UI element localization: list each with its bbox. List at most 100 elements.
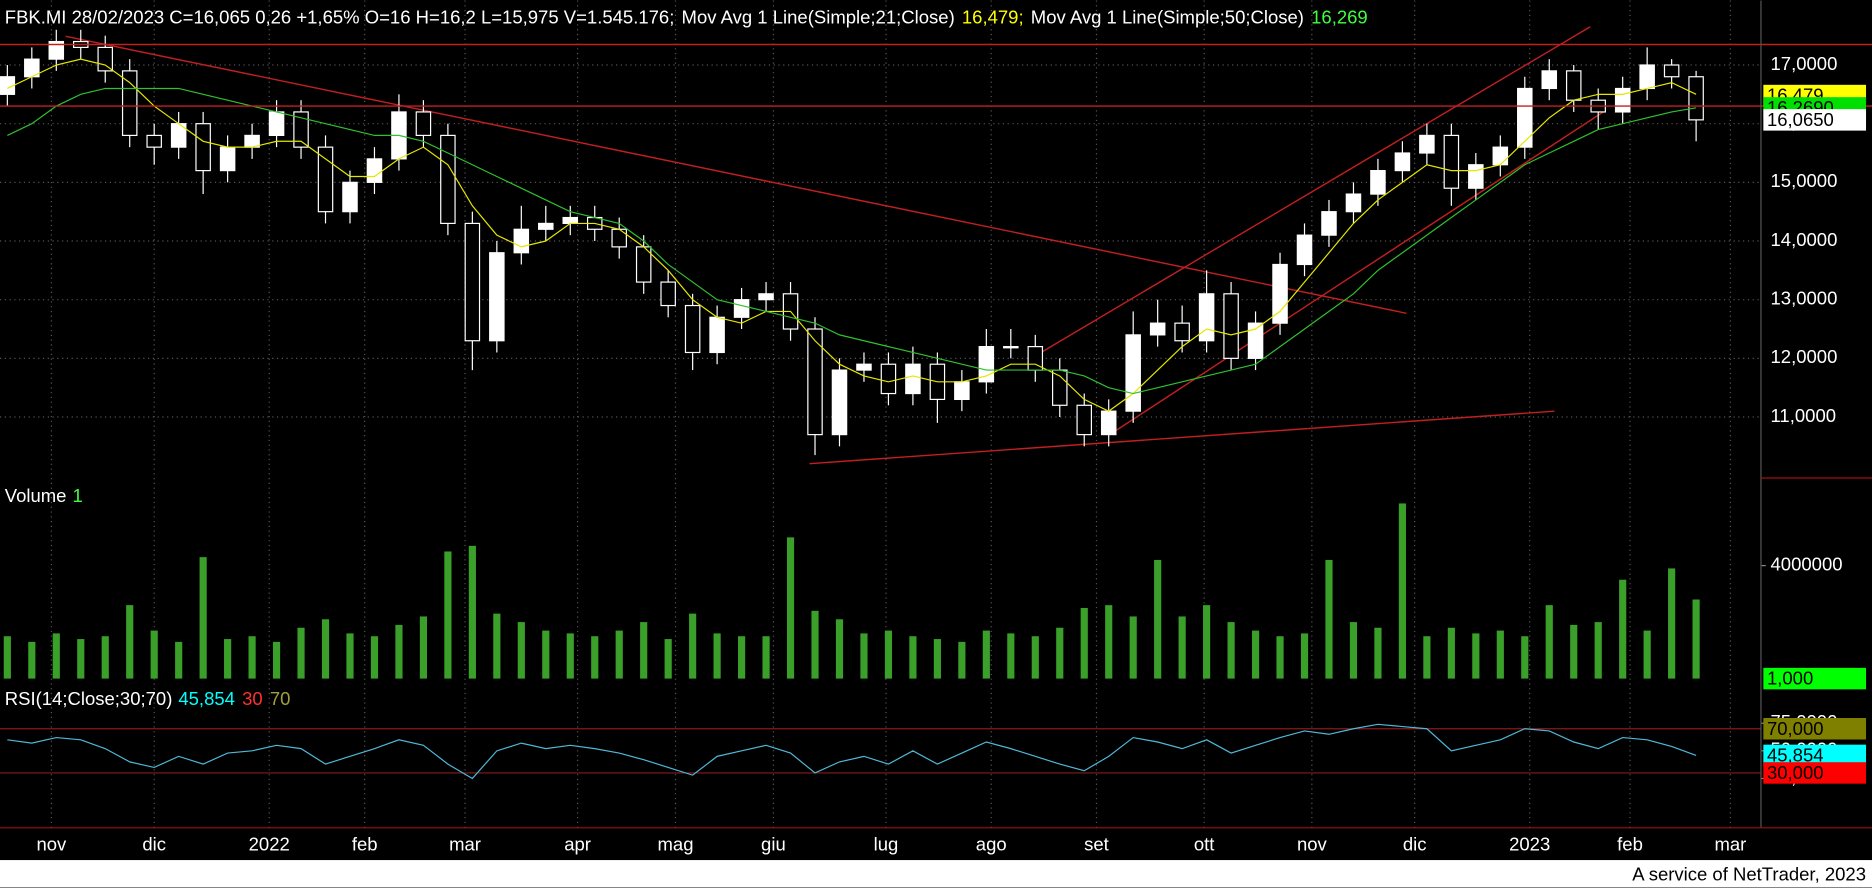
rsi-value: 45,854 xyxy=(178,688,235,709)
volume-bar xyxy=(297,627,305,679)
candle-body xyxy=(1639,64,1655,90)
volume-bar xyxy=(444,551,452,679)
y-tick-label: 13,0000 xyxy=(1771,288,1838,309)
volume-bar xyxy=(1007,633,1015,679)
candle-body xyxy=(1443,134,1460,189)
volume-bar xyxy=(1276,636,1284,679)
volume-bar xyxy=(1031,636,1039,679)
volume-bar xyxy=(542,630,550,679)
candle-body xyxy=(1321,211,1337,236)
candle-body xyxy=(1003,346,1019,349)
volume-bar xyxy=(738,636,746,679)
ma21-name: Mov Avg 1 Line(Simple;21;Close) xyxy=(682,6,955,27)
candle-body xyxy=(538,222,554,230)
candle-body xyxy=(1223,293,1239,359)
header-info: FBK.MI 28/02/2023 C=16,065 0,26 +1,65% O… xyxy=(5,6,675,27)
candle-body xyxy=(684,304,701,354)
x-tick-label: mar xyxy=(1714,834,1746,855)
volume-bar xyxy=(1423,636,1431,679)
volume-bar xyxy=(1594,622,1602,679)
candle-body xyxy=(146,134,162,148)
volume-bar xyxy=(1570,624,1578,679)
candle-body xyxy=(1125,334,1141,412)
volume-value: 1 xyxy=(72,485,82,506)
volume-bar xyxy=(640,622,648,679)
volume-header: Volume 1 xyxy=(5,485,83,506)
footer: A service of NetTrader, 2023 xyxy=(1632,863,1866,884)
volume-bar xyxy=(28,641,36,679)
volume-bar xyxy=(395,624,403,679)
candle-body xyxy=(440,134,456,225)
volume-bar xyxy=(224,639,232,679)
volume-bar xyxy=(1545,605,1553,679)
y-tick-label: 11,0000 xyxy=(1771,405,1837,426)
x-tick-label: set xyxy=(1084,834,1109,855)
volume-bar xyxy=(1080,607,1088,679)
volume-bar xyxy=(811,610,819,679)
volume-bar xyxy=(493,613,501,679)
volume-bar xyxy=(175,641,183,679)
candle-body xyxy=(1198,293,1215,342)
volume-bar xyxy=(713,633,721,679)
volume-bar xyxy=(1692,599,1700,679)
candle-body xyxy=(415,111,432,137)
volume-bar xyxy=(517,622,525,679)
volume-bar xyxy=(199,557,207,679)
volume-bar xyxy=(615,630,623,679)
labels: nov dic 2022 feb mar apr mag giu lug ago set ott nov… xyxy=(36,53,1867,855)
candle-body xyxy=(1100,410,1117,436)
candle-body xyxy=(758,293,774,301)
x-tick-label: dic xyxy=(142,834,166,855)
y-tick-label: 4000000 xyxy=(1771,553,1843,574)
candle-body xyxy=(880,363,897,395)
candle-body xyxy=(807,328,823,436)
volume-bar xyxy=(126,605,134,679)
candle-body xyxy=(48,40,65,60)
x-tick-label: lug xyxy=(874,834,899,855)
volume-bar xyxy=(1619,579,1627,679)
candle-body xyxy=(513,228,530,254)
volume-title: Volume xyxy=(5,485,67,506)
candle-body xyxy=(366,158,383,183)
volume-bar xyxy=(346,633,354,679)
rsi-level: 70 xyxy=(270,688,291,709)
rsi-header: RSI(14;Close;30;70) 45,854 30 70 xyxy=(5,688,291,709)
candle-body xyxy=(1468,164,1484,189)
footer-bar xyxy=(0,860,1872,888)
candle-body xyxy=(317,146,334,213)
volume-bar xyxy=(982,630,990,679)
trend-line xyxy=(65,35,1407,314)
volume-bar xyxy=(566,633,574,679)
candle-body xyxy=(978,346,995,383)
volume-bar xyxy=(1227,622,1235,679)
x-tick-label: feb xyxy=(352,834,378,855)
x-tick-label: dic xyxy=(1403,834,1427,855)
badge-label: 70,000 xyxy=(1767,718,1824,739)
candle-body xyxy=(611,228,627,248)
plot xyxy=(0,29,1872,780)
candle-body xyxy=(709,316,725,354)
candle-body xyxy=(1247,322,1264,359)
rsi-line xyxy=(7,723,1697,780)
candle-body xyxy=(1149,322,1166,336)
volume-bar xyxy=(1154,559,1162,679)
rsi-title: RSI(14;Close;30;70) xyxy=(5,688,173,709)
candle-body xyxy=(831,369,848,436)
ma21-value: 16,479; xyxy=(962,6,1024,27)
x-tick-label: ago xyxy=(976,834,1007,855)
candle-body xyxy=(342,181,358,213)
candle-body xyxy=(1565,70,1582,101)
value-badge xyxy=(1763,762,1867,784)
x-tick-label: apr xyxy=(564,834,591,855)
candle-body xyxy=(293,111,309,148)
volume-bar xyxy=(591,636,599,679)
volume-bar xyxy=(468,545,476,679)
volume-bar xyxy=(1668,568,1676,679)
candle-body xyxy=(1688,76,1704,121)
volume-bar xyxy=(419,616,427,679)
volume-bar xyxy=(52,633,60,679)
volume-bar xyxy=(762,636,770,679)
volume-bar xyxy=(1056,627,1064,679)
candle-body xyxy=(562,216,579,225)
volume-bar xyxy=(689,613,697,679)
